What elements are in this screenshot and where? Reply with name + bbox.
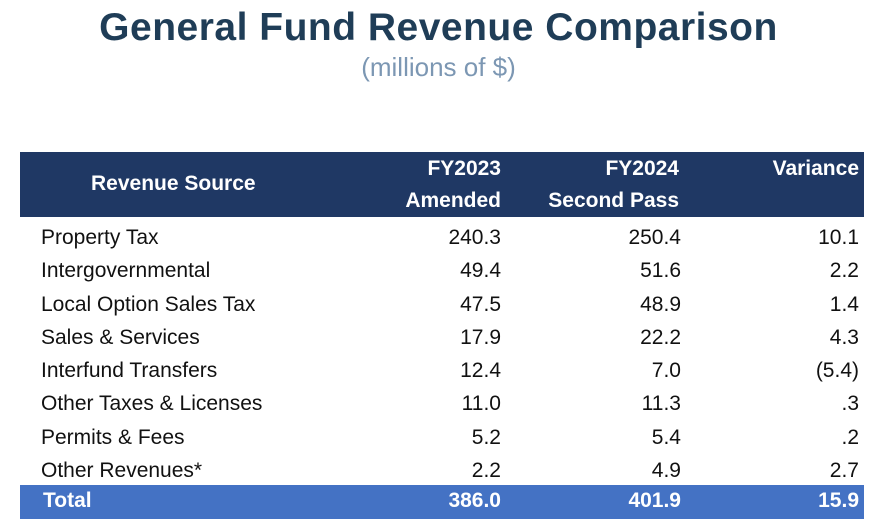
total-fy2024: 401.9 xyxy=(628,489,681,512)
cell-variance: 4.3 xyxy=(829,325,859,349)
cell-fy2024: 250.4 xyxy=(628,226,681,249)
table-row: Permits & Fees 5.2 5.4 .2 xyxy=(20,421,864,454)
total-fy2023: 386.0 xyxy=(448,489,501,512)
header-variance: Variance xyxy=(772,157,859,180)
table-row: Sales & Services 17.9 22.2 4.3 xyxy=(20,321,864,354)
header-fy2023-year: FY2023 xyxy=(427,157,501,180)
page-title: General Fund Revenue Comparison xyxy=(99,6,778,49)
cell-variance: .3 xyxy=(841,392,859,416)
table-row: Other Taxes & Licenses 11.0 11.3 .3 xyxy=(20,387,864,420)
header-revenue-source: Revenue Source xyxy=(91,172,256,195)
cell-fy2023: 17.9 xyxy=(460,325,501,349)
table-body: Property Tax 240.3 250.4 10.1 Intergover… xyxy=(20,221,864,487)
cell-variance: 2.2 xyxy=(829,259,859,283)
cell-fy2023: 49.4 xyxy=(460,259,501,283)
total-label: Total xyxy=(43,489,92,512)
cell-fy2023: 240.3 xyxy=(448,226,501,249)
cell-fy2024: 48.9 xyxy=(640,292,681,316)
header-fy2024-year: FY2024 xyxy=(605,157,679,180)
table-row: Local Option Sales Tax 47.5 48.9 1.4 xyxy=(20,288,864,321)
cell-source: Permits & Fees xyxy=(41,425,185,449)
cell-fy2023: 5.2 xyxy=(471,425,501,449)
cell-source: Other Taxes & Licenses xyxy=(41,392,263,416)
cell-source: Local Option Sales Tax xyxy=(41,292,256,316)
cell-fy2024: 11.3 xyxy=(641,392,681,416)
cell-variance: 1.4 xyxy=(829,292,859,316)
table-row: Property Tax 240.3 250.4 10.1 xyxy=(20,221,864,254)
header-fy2024-label: Second Pass xyxy=(548,189,679,212)
cell-source: Sales & Services xyxy=(41,325,200,349)
table-row: Interfund Transfers 12.4 7.0 (5.4) xyxy=(20,354,864,387)
total-variance: 15.9 xyxy=(818,489,859,512)
cell-fy2023: 47.5 xyxy=(460,292,501,316)
cell-fy2023: 12.4 xyxy=(460,359,501,383)
page-subtitle: (millions of $) xyxy=(361,52,516,82)
cell-fy2024: 5.4 xyxy=(651,425,681,449)
cell-source: Interfund Transfers xyxy=(41,359,218,383)
cell-variance: 2.7 xyxy=(829,459,859,483)
cell-variance: .2 xyxy=(841,425,859,449)
total-row: Total 386.0 401.9 15.9 xyxy=(20,485,864,519)
cell-source: Intergovernmental xyxy=(41,259,211,283)
table-header: Revenue Source FY2023 Amended FY2024 Sec… xyxy=(20,152,864,217)
table-row: Intergovernmental 49.4 51.6 2.2 xyxy=(20,254,864,287)
cell-fy2024: 22.2 xyxy=(640,325,681,349)
header-fy2023-label: Amended xyxy=(405,189,501,212)
cell-fy2023: 2.2 xyxy=(471,459,501,483)
cell-fy2024: 4.9 xyxy=(651,459,681,483)
revenue-table: Revenue Source FY2023 Amended FY2024 Sec… xyxy=(20,152,864,519)
cell-source: Property Tax xyxy=(41,226,159,249)
cell-source: Other Revenues* xyxy=(41,459,203,483)
table-row: Other Revenues* 2.2 4.9 2.7 xyxy=(20,454,864,487)
cell-fy2024: 51.6 xyxy=(640,259,681,283)
cell-variance: 10.1 xyxy=(818,226,859,249)
cell-fy2024: 7.0 xyxy=(651,359,681,383)
cell-variance: (5.4) xyxy=(815,359,859,383)
cell-fy2023: 11.0 xyxy=(461,392,501,416)
